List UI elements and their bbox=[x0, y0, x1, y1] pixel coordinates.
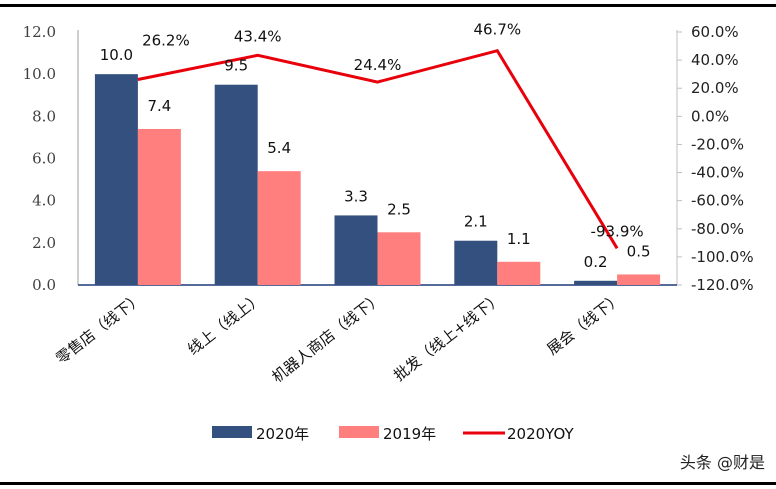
data-label: 1.1 bbox=[507, 230, 531, 248]
right-tick-label: -100.0% bbox=[691, 248, 754, 266]
bar-2020年 bbox=[574, 280, 618, 285]
legend-item-2019年: 2019年 bbox=[339, 425, 436, 443]
category-label: 机器人商店（线下） bbox=[268, 289, 385, 386]
right-tick-label: -20.0% bbox=[691, 135, 744, 153]
bar-2019年 bbox=[137, 128, 181, 285]
line-data-label: -93.9% bbox=[591, 222, 644, 240]
data-label: 9.5 bbox=[224, 57, 248, 75]
line-2020YOY bbox=[137, 48, 619, 250]
left-tick-label: 4.0 bbox=[32, 192, 56, 210]
bar-2020年 bbox=[214, 84, 258, 285]
top-border bbox=[0, 4, 776, 7]
left-tick-label: 2.0 bbox=[32, 234, 56, 252]
line-data-label: 24.4% bbox=[354, 56, 402, 74]
data-label: 2.1 bbox=[464, 213, 488, 231]
bottom-border bbox=[0, 482, 776, 485]
legend-item-2020YOY: 2020YOY bbox=[463, 425, 575, 443]
watermark: 头条 @财是 bbox=[680, 453, 765, 472]
category-label: 展会（线下） bbox=[544, 289, 626, 359]
left-tick-label: 10.0 bbox=[23, 65, 56, 83]
left-tick-label: 12.0 bbox=[23, 23, 56, 41]
category-label: 零售店（线下） bbox=[53, 289, 147, 368]
category-label: 线上（线上） bbox=[184, 289, 266, 359]
data-label: 3.3 bbox=[344, 187, 368, 205]
bar-2019年 bbox=[257, 171, 301, 285]
right-tick-label: 0.0% bbox=[691, 107, 729, 125]
bar-2019年 bbox=[497, 261, 541, 285]
right-tick-label: 40.0% bbox=[691, 51, 739, 69]
right-tick-label: 20.0% bbox=[691, 79, 739, 97]
bar-2020年 bbox=[94, 74, 138, 286]
category-label: 批发（线上+线下） bbox=[390, 289, 506, 385]
left-tick-label: 8.0 bbox=[32, 107, 56, 125]
data-label: 10.0 bbox=[100, 46, 133, 64]
legend-item-2020年: 2020年 bbox=[212, 425, 309, 443]
bar-2020年 bbox=[334, 215, 378, 285]
data-label: 0.2 bbox=[584, 253, 608, 271]
bar-2019年 bbox=[617, 274, 661, 285]
right-tick-label: -80.0% bbox=[691, 220, 744, 238]
legend-swatch bbox=[212, 426, 252, 438]
line-data-label: 26.2% bbox=[142, 32, 190, 50]
right-tick-label: -120.0% bbox=[691, 276, 754, 294]
data-label: 0.5 bbox=[627, 242, 651, 260]
data-label: 7.4 bbox=[147, 97, 171, 115]
data-label: 2.5 bbox=[387, 200, 411, 218]
legend-swatch bbox=[339, 426, 379, 438]
right-tick-label: -60.0% bbox=[691, 192, 744, 210]
left-tick-label: 6.0 bbox=[32, 150, 56, 168]
bar-2019年 bbox=[377, 232, 421, 285]
legend-label: 2020YOY bbox=[507, 425, 575, 443]
legend-label: 2019年 bbox=[383, 425, 436, 443]
data-label: 5.4 bbox=[267, 139, 291, 157]
line-data-label: 43.4% bbox=[234, 27, 282, 45]
line-data-label: 46.7% bbox=[473, 21, 521, 39]
bar-2020年 bbox=[454, 240, 498, 285]
left-tick-label: 0.0 bbox=[32, 276, 56, 294]
right-tick-label: 60.0% bbox=[691, 23, 739, 41]
legend-label: 2020年 bbox=[256, 425, 309, 443]
right-tick-label: -40.0% bbox=[691, 164, 744, 182]
